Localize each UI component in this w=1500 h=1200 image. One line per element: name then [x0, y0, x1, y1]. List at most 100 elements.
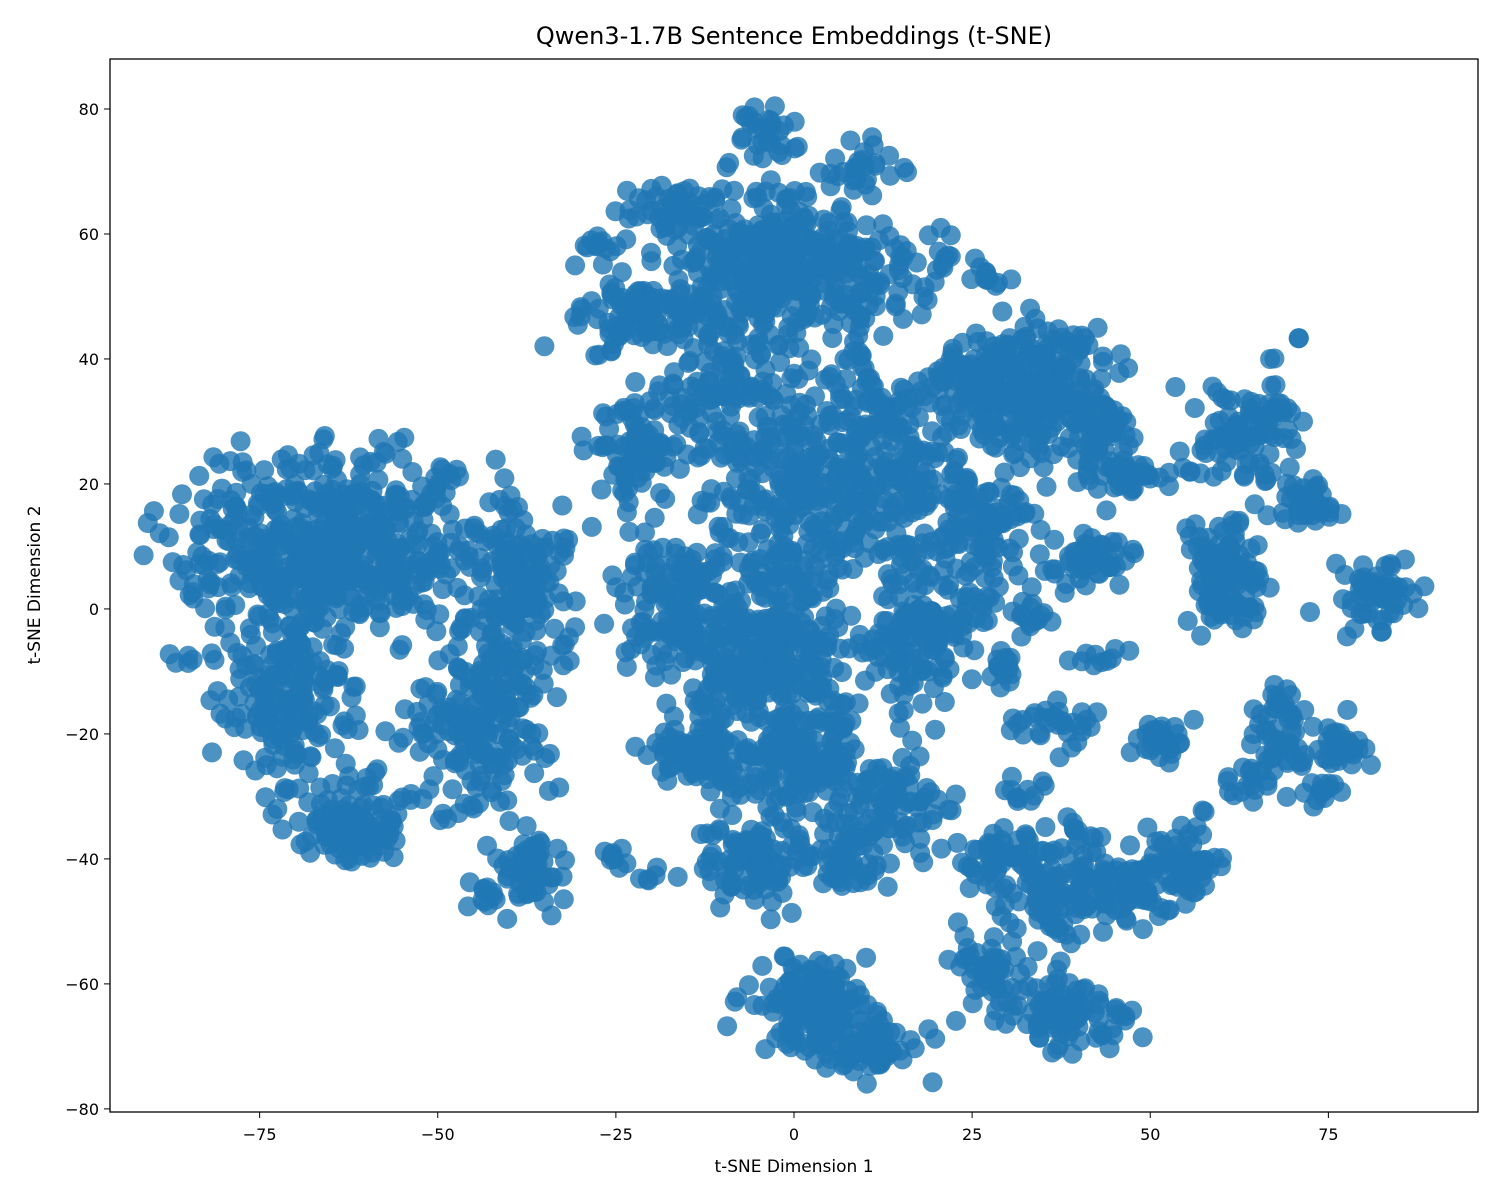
scatter-point [753, 496, 774, 517]
scatter-point [467, 724, 488, 745]
scatter-point [306, 810, 327, 831]
scatter-point [658, 607, 679, 628]
scatter-point [250, 523, 271, 544]
chart-title: Qwen3-1.7B Sentence Embeddings (t-SNE) [536, 22, 1052, 50]
scatter-point [892, 747, 913, 768]
scatter-point [731, 634, 752, 655]
scatter-point [722, 349, 743, 370]
scatter-point [388, 732, 409, 753]
scatter-point [784, 111, 805, 132]
scatter-point [867, 458, 888, 479]
scatter-point [1395, 577, 1416, 598]
scatter-point [342, 587, 363, 608]
scatter-point [586, 236, 607, 257]
scatter-point [884, 409, 905, 430]
scatter-point [254, 460, 275, 481]
scatter-point [379, 556, 400, 577]
scatter-point [725, 580, 746, 601]
scatter-point [701, 565, 722, 586]
scatter-point [189, 465, 210, 486]
scatter-point [885, 296, 906, 317]
scatter-point [350, 447, 371, 468]
scatter-point [768, 142, 789, 163]
scatter-point [753, 198, 774, 219]
scatter-point [331, 569, 352, 590]
scatter-point [235, 546, 256, 566]
scatter-point [833, 161, 854, 182]
scatter-point [1256, 470, 1277, 491]
scatter-point [1029, 723, 1050, 744]
scatter-point [165, 652, 186, 673]
scatter-point [605, 201, 626, 222]
scatter-point [602, 565, 623, 586]
scatter-point [1109, 574, 1130, 595]
scatter-point [985, 275, 1006, 296]
scatter-point [535, 748, 556, 768]
scatter-point [387, 533, 408, 554]
scatter-point [1336, 626, 1357, 647]
scatter-point [721, 670, 742, 691]
scatter-point [892, 826, 913, 847]
scatter-point [534, 891, 554, 912]
scatter-point [263, 734, 284, 755]
scatter-point [830, 200, 851, 221]
scatter-point [342, 554, 362, 575]
scatter-point [830, 638, 851, 659]
scatter-point [940, 246, 961, 267]
scatter-point [830, 389, 851, 409]
scatter-point [880, 683, 901, 704]
scatter-point [1138, 464, 1159, 485]
scatter-point [922, 810, 943, 830]
scatter-point [172, 484, 192, 505]
scatter-point [1326, 553, 1347, 574]
scatter-point [1041, 611, 1062, 632]
scatter-point [1324, 774, 1345, 795]
scatter-point [432, 579, 453, 600]
scatter-point [372, 495, 393, 516]
scatter-point [1122, 479, 1142, 500]
scatter-point [948, 534, 969, 554]
scatter-point [765, 651, 786, 672]
scatter-point [765, 751, 785, 772]
scatter-point [714, 300, 735, 320]
scatter-point [779, 249, 800, 270]
scatter-point [943, 491, 964, 512]
scatter-point [746, 262, 767, 283]
scatter-point [492, 559, 513, 580]
scatter-point [1276, 786, 1297, 807]
scatter-point [782, 1026, 803, 1047]
scatter-point [915, 496, 936, 516]
scatter-point [442, 779, 463, 800]
scatter-point [862, 127, 883, 148]
scatter-point [553, 528, 574, 549]
scatter-point [988, 506, 1009, 527]
scatter-point [387, 431, 408, 452]
scatter-point [691, 445, 712, 466]
scatter-point [325, 450, 346, 471]
scatter-point [711, 447, 731, 468]
scatter-point [433, 803, 453, 824]
scatter-point [412, 789, 433, 809]
scatter-point [507, 675, 528, 696]
scatter-point [284, 739, 305, 760]
scatter-point [732, 105, 753, 126]
scatter-point [773, 525, 794, 546]
scatter-point [1217, 771, 1238, 791]
scatter-point [797, 405, 818, 426]
scatter-point [247, 707, 268, 728]
scatter-point [865, 251, 885, 271]
scatter-point [849, 624, 870, 645]
scatter-point [710, 711, 731, 732]
scatter-point [899, 663, 920, 684]
scatter-point [983, 529, 1004, 550]
scatter-point [750, 523, 771, 544]
scatter-point [789, 222, 810, 243]
scatter-point [1229, 513, 1249, 534]
scatter-point [752, 955, 773, 976]
scatter-point [169, 504, 190, 524]
scatter-point [262, 804, 283, 825]
scatter-point [877, 876, 898, 897]
scatter-point [291, 612, 312, 633]
scatter-point [860, 368, 880, 389]
scatter-point [669, 458, 690, 479]
